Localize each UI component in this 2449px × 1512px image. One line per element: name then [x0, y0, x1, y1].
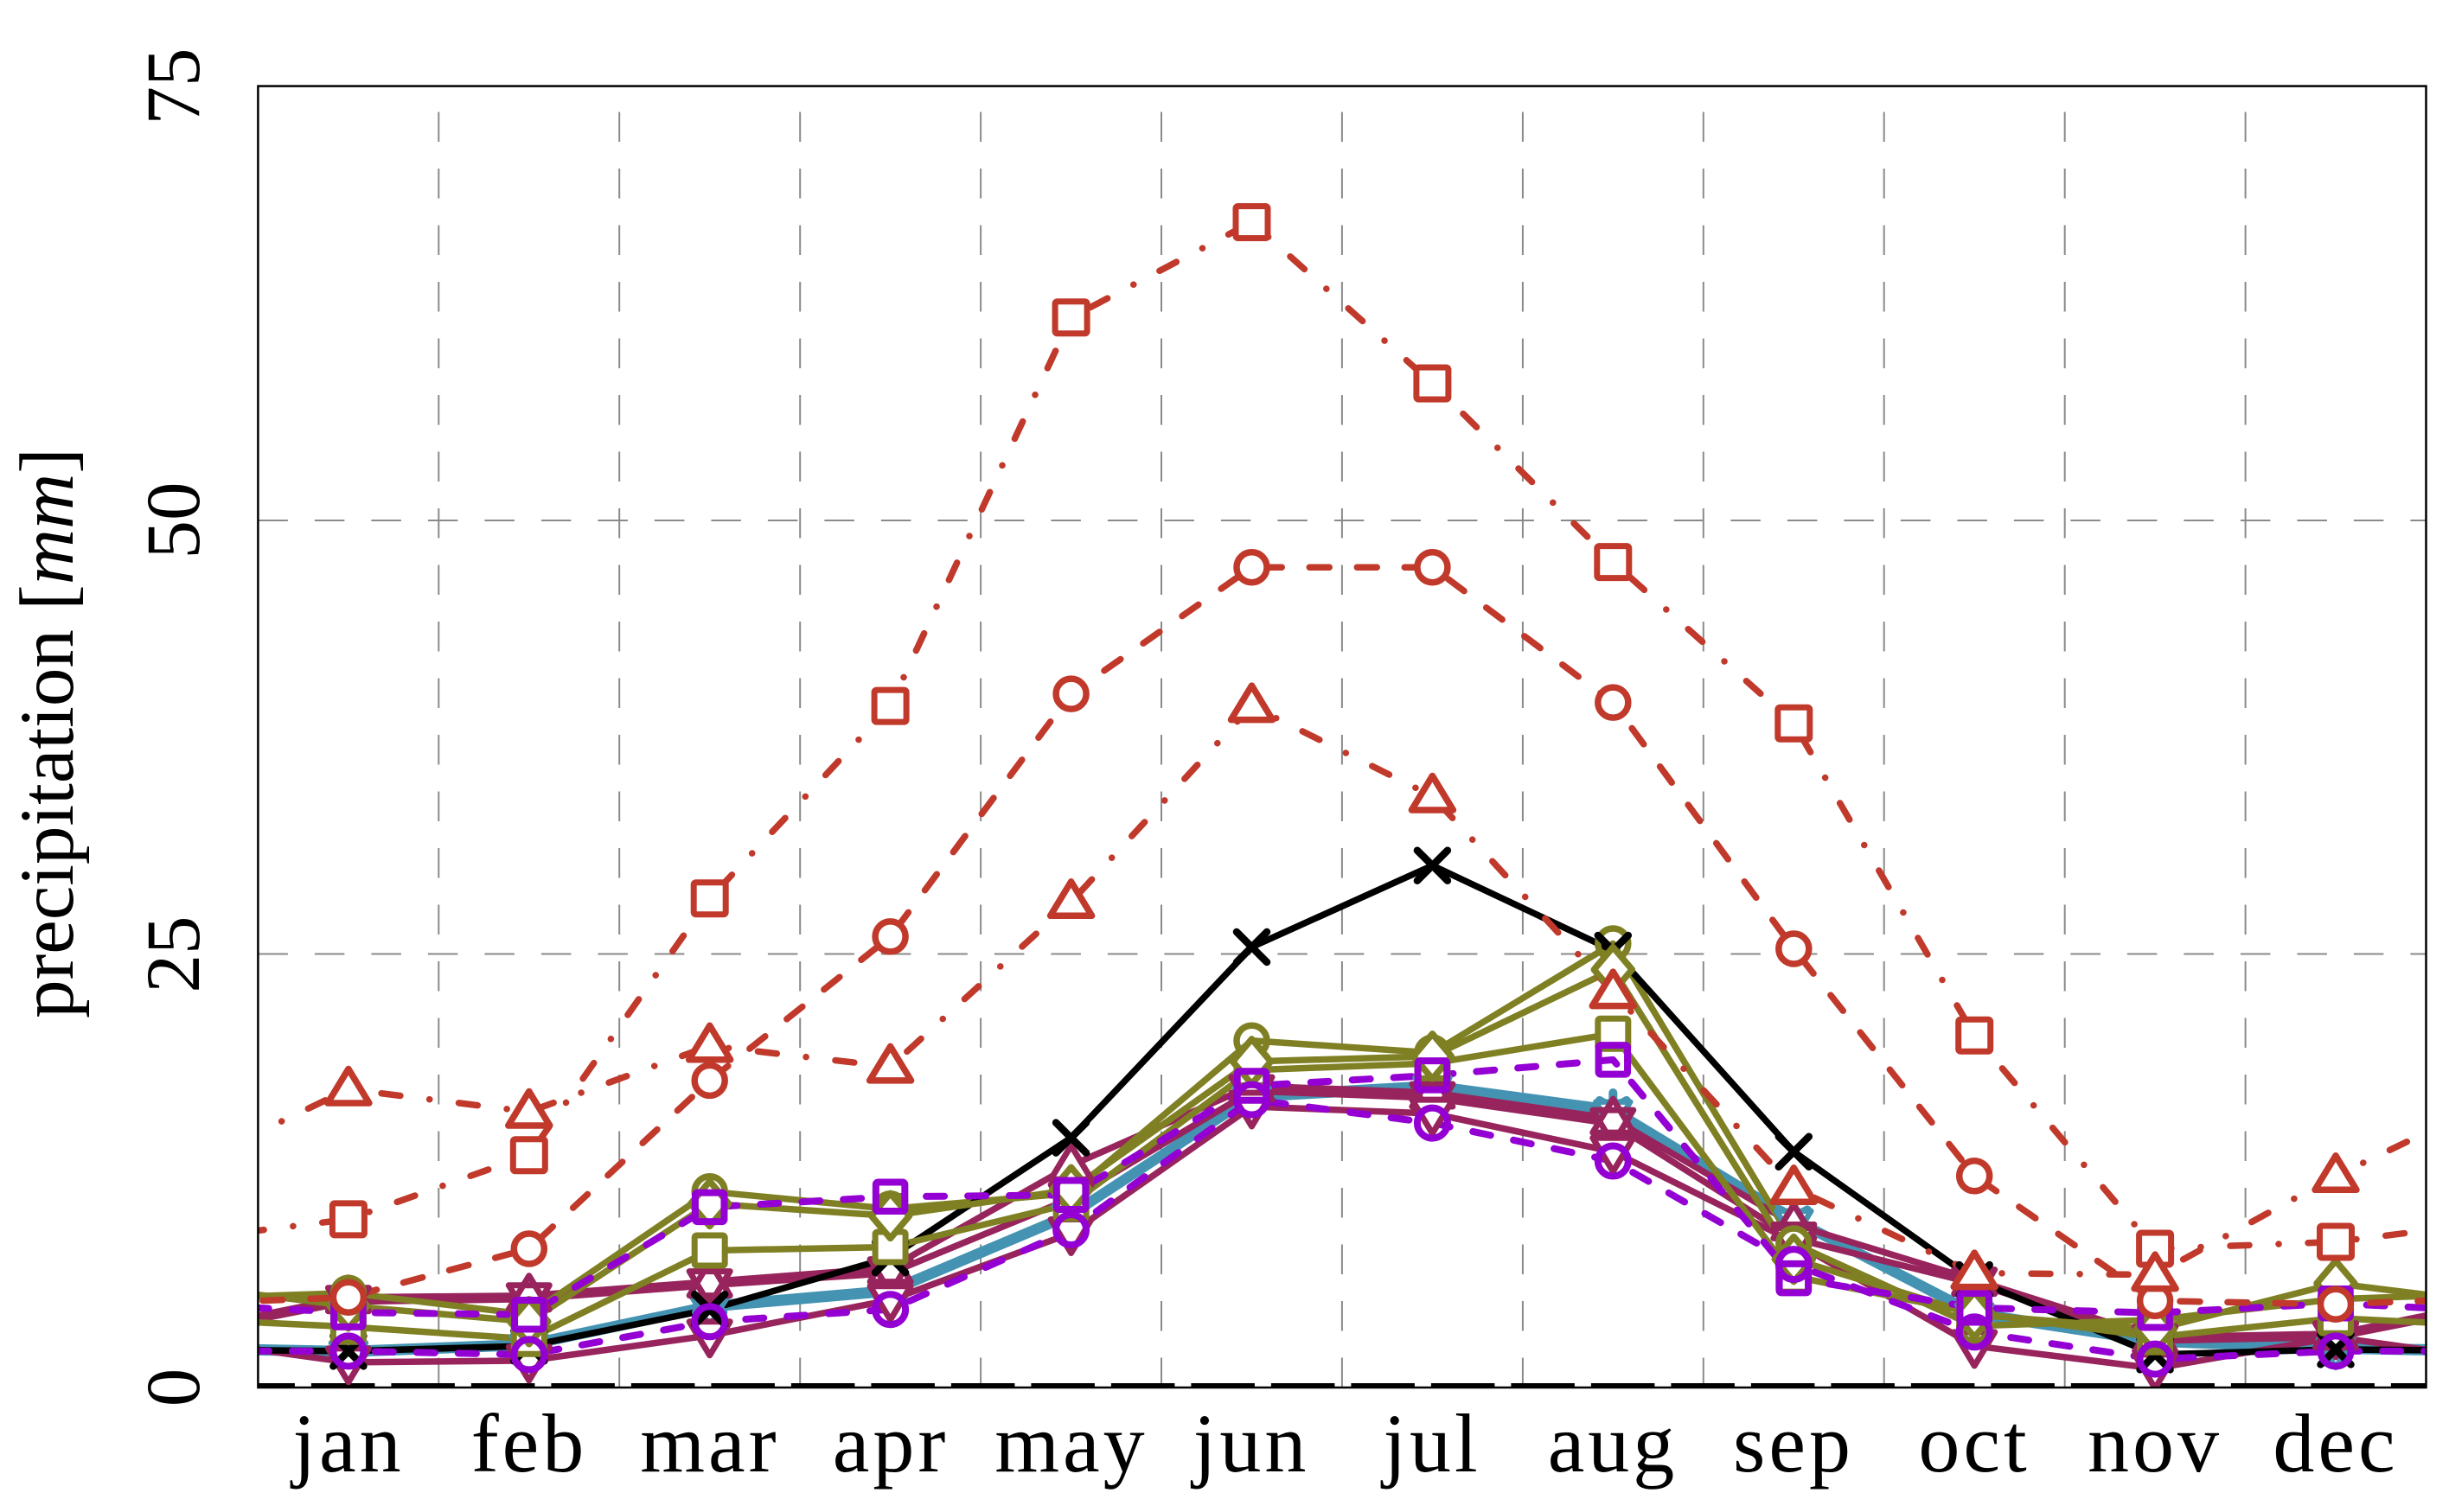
svg-text:jul: jul	[1380, 1397, 1480, 1490]
svg-text:mar: mar	[640, 1397, 779, 1490]
svg-text:precipitation [mm]: precipitation [mm]	[5, 448, 90, 1018]
svg-text:0: 0	[131, 1368, 216, 1407]
svg-text:sep: sep	[1733, 1397, 1854, 1490]
svg-text:50: 50	[131, 482, 216, 559]
svg-text:nov: nov	[2088, 1397, 2222, 1490]
svg-text:dec: dec	[2273, 1397, 2398, 1490]
svg-text:jan: jan	[290, 1397, 404, 1490]
svg-text:jun: jun	[1191, 1397, 1310, 1490]
svg-text:may: may	[994, 1397, 1148, 1490]
svg-text:aug: aug	[1548, 1397, 1678, 1490]
svg-text:75: 75	[131, 48, 216, 125]
svg-text:feb: feb	[471, 1397, 588, 1490]
svg-text:oct: oct	[1918, 1397, 2030, 1490]
svg-text:apr: apr	[833, 1397, 950, 1490]
svg-text:25: 25	[131, 916, 216, 993]
